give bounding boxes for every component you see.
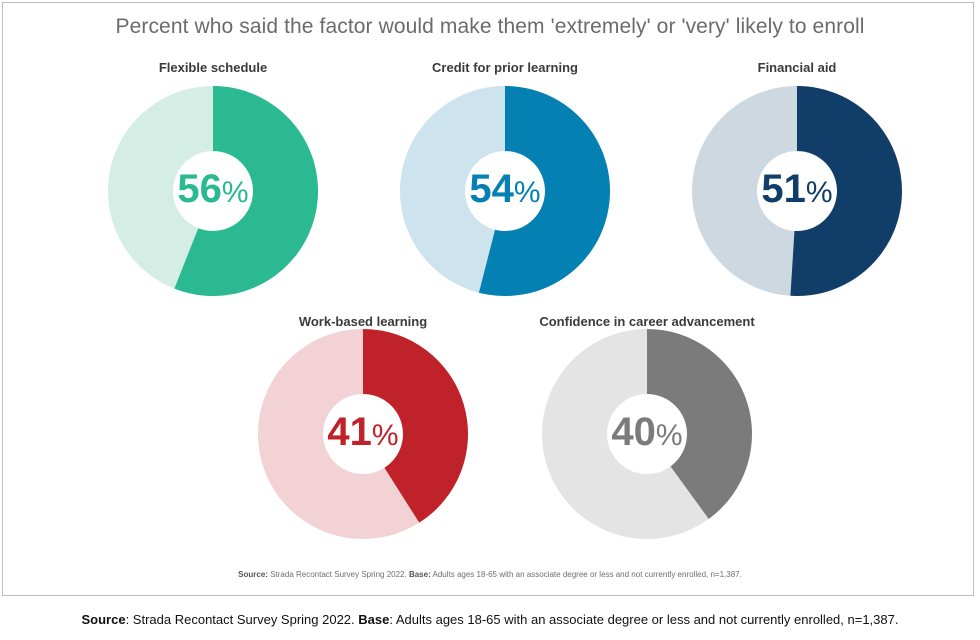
- donut-label-work-based-learning: Work-based learning: [298, 314, 428, 329]
- donut-value-confidence-in-career-advancement: 40%: [587, 412, 707, 452]
- donut-credit-for-prior-learning: [400, 86, 610, 296]
- donut-label-credit-for-prior-learning: Credit for prior learning: [432, 60, 578, 75]
- donut-value-financial-aid: 51%: [737, 169, 857, 209]
- donut-label-flexible-schedule: Flexible schedule: [158, 60, 268, 75]
- page-source-note: Source: Strada Recontact Survey Spring 2…: [0, 612, 980, 627]
- donut-value-number: 54: [469, 167, 514, 211]
- chart-frame: Percent who said the factor would make t…: [2, 2, 974, 596]
- donut-value-number: 40: [611, 410, 656, 454]
- outer-base-text: : Adults ages 18-65 with an associate de…: [389, 612, 899, 627]
- donut-financial-aid: [692, 86, 903, 296]
- donut-label-confidence-in-career-advancement: Confidence in career advancement: [539, 314, 755, 329]
- inner-base-label: Base:: [408, 570, 431, 579]
- chart-source-note: Source: Strada Recontact Survey Spring 2…: [3, 570, 977, 579]
- outer-source-text: : Strada Recontact Survey Spring 2022.: [125, 612, 359, 627]
- donut-confidence-in-career-advancement: [542, 329, 752, 539]
- donut-slice-work-based-learning: [363, 329, 469, 523]
- outer-source-label: Source: [81, 612, 126, 627]
- donut-value-credit-for-prior-learning: 54%: [445, 169, 565, 209]
- donut-value-number: 41: [327, 410, 372, 454]
- donut-slice-credit-for-prior-learning: [478, 86, 610, 296]
- inner-base-text: Adults ages 18-65 with an associate degr…: [430, 570, 742, 579]
- inner-source-label: Source:: [238, 570, 268, 579]
- donut-value-work-based-learning: 41%: [303, 412, 423, 452]
- donut-value-unit: %: [221, 176, 249, 209]
- donut-value-unit: %: [513, 176, 541, 209]
- donut-value-unit: %: [371, 419, 399, 452]
- donut-slice-financial-aid: [790, 86, 903, 296]
- inner-source-text: Strada Recontact Survey Spring 2022.: [267, 570, 409, 579]
- donut-value-number: 56: [177, 167, 222, 211]
- donut-value-number: 51: [761, 167, 806, 211]
- donut-value-unit: %: [655, 419, 683, 452]
- donut-value-unit: %: [805, 176, 833, 209]
- chart-title: Percent who said the factor would make t…: [115, 15, 865, 38]
- donut-flexible-schedule: [108, 86, 318, 296]
- donut-label-financial-aid: Financial aid: [757, 60, 837, 75]
- outer-base-label: Base: [358, 612, 390, 627]
- donut-value-flexible-schedule: 56%: [153, 169, 273, 209]
- donut-slice-confidence-in-career-advancement: [647, 329, 752, 519]
- donut-work-based-learning: [258, 329, 469, 539]
- donut-slice-flexible-schedule: [174, 86, 318, 296]
